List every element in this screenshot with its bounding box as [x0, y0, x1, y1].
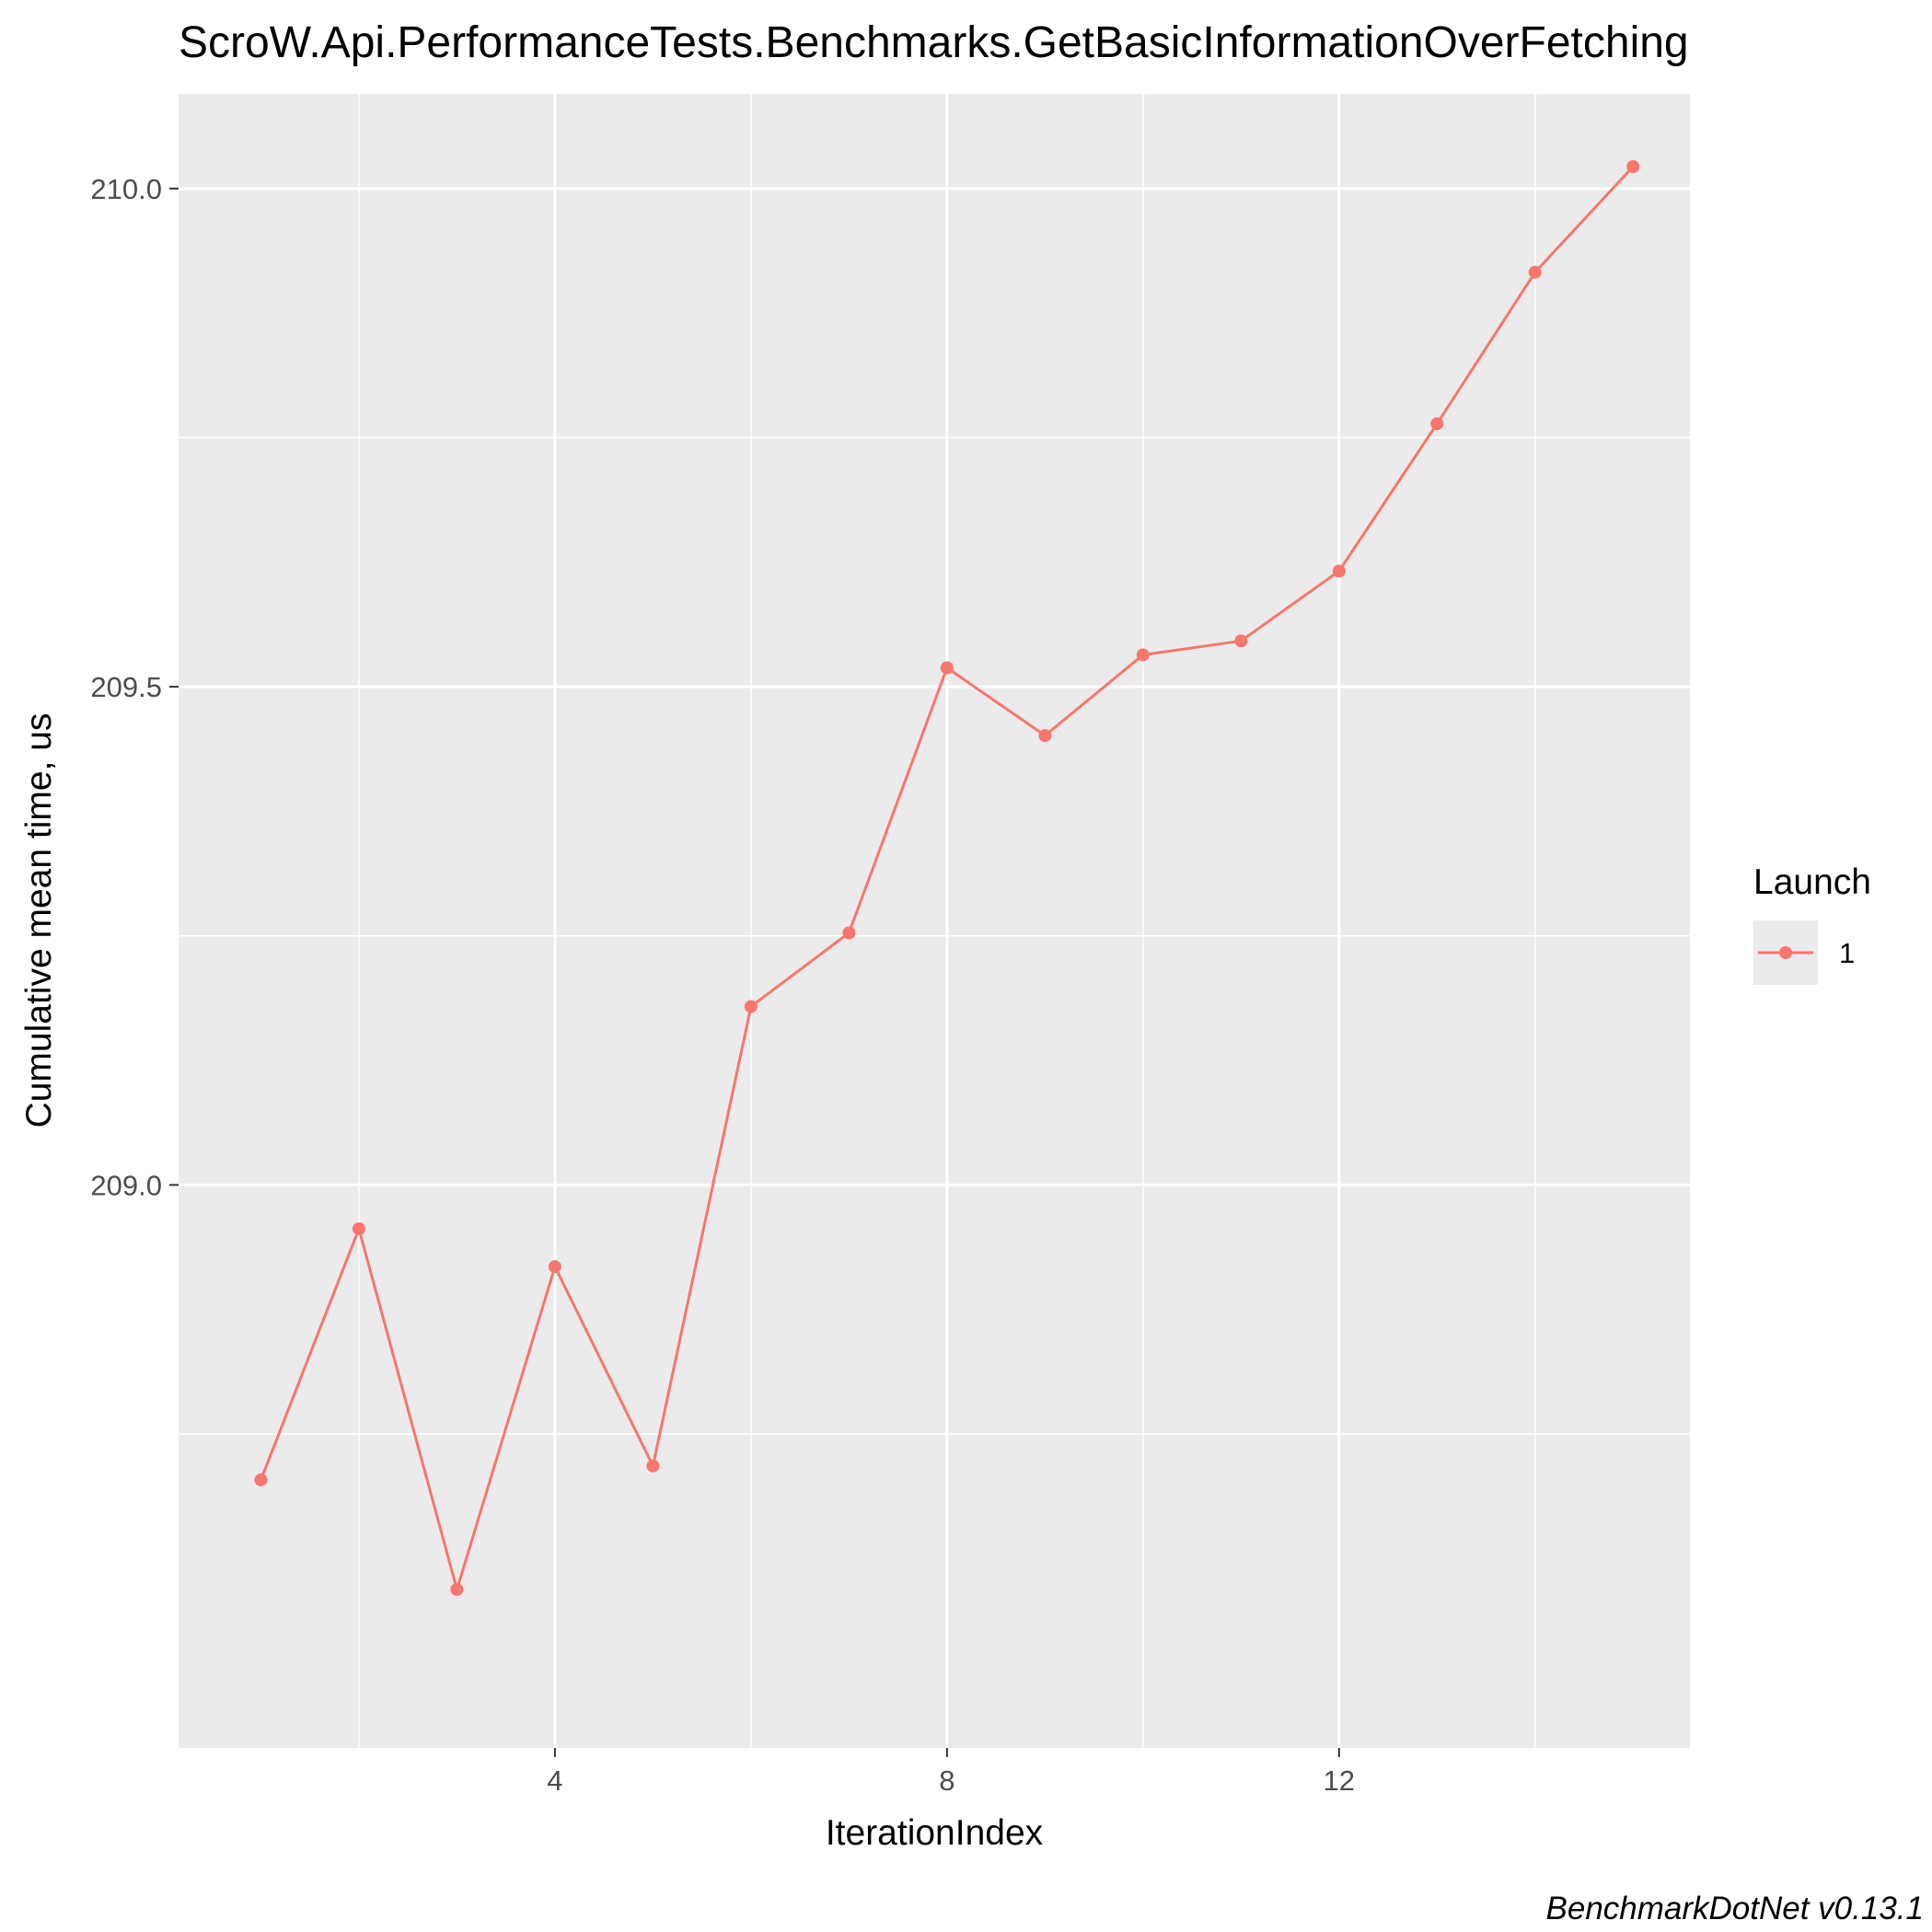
data-point: [254, 1473, 268, 1487]
legend-label: 1: [1839, 937, 1855, 969]
data-point: [1626, 160, 1640, 174]
x-tick-label: 12: [1324, 1764, 1355, 1797]
data-point: [1528, 265, 1542, 279]
x-tick-label: 8: [939, 1764, 954, 1797]
data-point: [1136, 648, 1150, 662]
data-point: [352, 1222, 365, 1236]
data-point: [450, 1582, 464, 1596]
y-tick-label: 210.0: [90, 173, 162, 205]
chart-title: ScroW.Api.PerformanceTests.Benchmarks.Ge…: [179, 18, 1689, 67]
legend-key-point: [1779, 946, 1792, 959]
minor-gridlines: [179, 94, 1690, 1748]
legend: Launch 1: [1753, 862, 1871, 985]
data-point: [646, 1459, 660, 1473]
y-tick-label: 209.0: [90, 1169, 162, 1201]
major-gridlines: [179, 94, 1690, 1748]
series-layer: [254, 160, 1640, 1596]
chart-caption: BenchmarkDotNet v0.13.1: [1546, 1891, 1924, 1926]
y-axis-title: Cumulative mean time, us: [19, 713, 59, 1128]
data-point: [1234, 634, 1248, 648]
x-axis-title: IterationIndex: [826, 1813, 1044, 1853]
data-point: [1038, 729, 1052, 743]
data-point: [842, 926, 856, 940]
legend-title: Launch: [1753, 862, 1871, 902]
y-tick-label: 209.5: [90, 671, 162, 703]
axis-ticks: [169, 187, 1340, 1757]
data-point: [548, 1260, 561, 1274]
data-point: [744, 1000, 758, 1013]
data-point: [1332, 564, 1346, 578]
data-point: [940, 661, 954, 675]
plot-panel: [179, 94, 1690, 1748]
x-tick-label: 4: [547, 1764, 562, 1797]
data-point: [1430, 417, 1444, 431]
axis-tick-labels: 4 8 12 209.0 209.5 210.0: [90, 173, 1355, 1797]
